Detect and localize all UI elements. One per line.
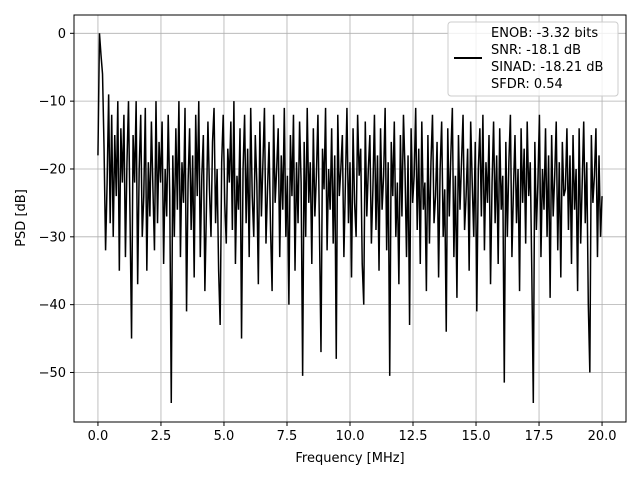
y-axis-label: PSD [dB] xyxy=(14,189,29,247)
legend-line-sinad: SINAD: -18.21 dB xyxy=(491,60,603,75)
x-tick-label: 20.0 xyxy=(588,429,617,444)
y-tick-label: −20 xyxy=(39,162,66,177)
legend-line-snr: SNR: -18.1 dB xyxy=(491,43,581,58)
legend-line-enob: ENOB: -3.32 bits xyxy=(491,26,598,41)
legend-line-sfdr: SFDR: 0.54 xyxy=(491,77,563,92)
plot-area xyxy=(97,33,603,404)
x-tick-label: 7.5 xyxy=(277,429,298,444)
y-axis-ticks: 0 −10 −20 −30 −40 −50 xyxy=(39,27,74,381)
x-tick-label: 2.5 xyxy=(151,429,172,444)
y-tick-label: −40 xyxy=(39,298,66,313)
x-tick-label: 17.5 xyxy=(525,429,554,444)
x-tick-label: 15.0 xyxy=(462,429,491,444)
x-tick-label: 5.0 xyxy=(214,429,235,444)
x-tick-label: 10.0 xyxy=(336,429,365,444)
y-tick-label: 0 xyxy=(58,27,66,42)
x-tick-label: 0.0 xyxy=(88,429,109,444)
y-tick-label: −30 xyxy=(39,230,66,245)
y-tick-label: −10 xyxy=(39,95,66,110)
legend-box xyxy=(447,21,619,97)
legend: ENOB: -3.32 bits SNR: -18.1 dB SINAD: -1… xyxy=(447,21,619,97)
y-tick-label: −50 xyxy=(39,366,66,381)
psd-series-line xyxy=(97,33,603,404)
x-axis-label: Frequency [MHz] xyxy=(295,451,404,466)
x-tick-label: 12.5 xyxy=(399,429,428,444)
x-axis-ticks: 0.0 2.5 5.0 7.5 10.0 12.5 15.0 17.5 20.0 xyxy=(88,422,617,444)
